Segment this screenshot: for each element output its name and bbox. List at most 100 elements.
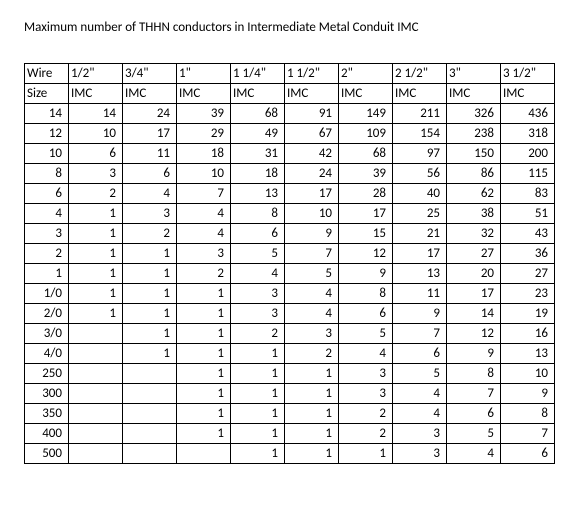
value-cell: 1 <box>177 344 231 364</box>
value-cell: 436 <box>501 104 555 124</box>
value-cell: 3 <box>393 444 447 464</box>
wire-size-cell: 3/0 <box>25 324 69 344</box>
value-cell: 1 <box>285 404 339 424</box>
value-cell: 40 <box>393 184 447 204</box>
value-cell: 211 <box>393 104 447 124</box>
value-cell: 8 <box>501 404 555 424</box>
value-cell: 17 <box>447 284 501 304</box>
value-cell: 5 <box>231 244 285 264</box>
table-body: 1414243968911492113264361210172949671091… <box>25 104 555 464</box>
value-cell: 9 <box>393 304 447 324</box>
value-cell: 9 <box>339 264 393 284</box>
wire-size-cell: 4/0 <box>25 344 69 364</box>
header-imc-1: IMC <box>69 84 123 104</box>
table-row: 3001113479 <box>25 384 555 404</box>
value-cell: 36 <box>501 244 555 264</box>
value-cell: 1 <box>231 384 285 404</box>
value-cell: 1 <box>69 244 123 264</box>
table-row: 836101824395686115 <box>25 164 555 184</box>
value-cell: 68 <box>231 104 285 124</box>
header-size-8: 3" <box>447 64 501 84</box>
value-cell: 1 <box>123 304 177 324</box>
value-cell: 3 <box>123 204 177 224</box>
value-cell: 32 <box>447 224 501 244</box>
value-cell: 17 <box>123 124 177 144</box>
value-cell: 5 <box>393 364 447 384</box>
value-cell: 9 <box>447 344 501 364</box>
header-imc-5: IMC <box>285 84 339 104</box>
header-imc-4: IMC <box>231 84 285 104</box>
table-row: 3501112468 <box>25 404 555 424</box>
value-cell: 4 <box>231 264 285 284</box>
value-cell: 1 <box>177 304 231 324</box>
value-cell: 4 <box>393 384 447 404</box>
value-cell <box>123 384 177 404</box>
value-cell: 4 <box>177 204 231 224</box>
value-cell: 6 <box>231 224 285 244</box>
value-cell: 3 <box>339 384 393 404</box>
value-cell: 6 <box>69 144 123 164</box>
value-cell: 29 <box>177 124 231 144</box>
value-cell: 49 <box>231 124 285 144</box>
table-row: 4001112357 <box>25 424 555 444</box>
table-row: 3/01123571216 <box>25 324 555 344</box>
table-row: 121017294967109154238318 <box>25 124 555 144</box>
value-cell: 13 <box>501 344 555 364</box>
value-cell: 14 <box>447 304 501 324</box>
value-cell: 115 <box>501 164 555 184</box>
value-cell: 1 <box>285 444 339 464</box>
wire-size-cell: 250 <box>25 364 69 384</box>
value-cell: 20 <box>447 264 501 284</box>
value-cell <box>69 344 123 364</box>
header-size-4: 1 1/4" <box>231 64 285 84</box>
value-cell: 1 <box>123 244 177 264</box>
value-cell: 4 <box>123 184 177 204</box>
value-cell: 67 <box>285 124 339 144</box>
value-cell: 4 <box>447 444 501 464</box>
value-cell: 2 <box>69 184 123 204</box>
wire-size-cell: 2 <box>25 244 69 264</box>
value-cell: 10 <box>69 124 123 144</box>
value-cell <box>123 444 177 464</box>
value-cell: 109 <box>339 124 393 144</box>
value-cell: 42 <box>285 144 339 164</box>
value-cell: 1 <box>69 284 123 304</box>
value-cell: 1 <box>285 364 339 384</box>
header-size-1: 1/2" <box>69 64 123 84</box>
value-cell: 1 <box>285 424 339 444</box>
value-cell: 62 <box>447 184 501 204</box>
value-cell: 43 <box>501 224 555 244</box>
value-cell: 1 <box>231 344 285 364</box>
value-cell <box>69 324 123 344</box>
value-cell: 2 <box>231 324 285 344</box>
wire-size-cell: 1 <box>25 264 69 284</box>
wire-size-cell: 14 <box>25 104 69 124</box>
value-cell: 7 <box>177 184 231 204</box>
value-cell: 154 <box>393 124 447 144</box>
value-cell: 326 <box>447 104 501 124</box>
value-cell: 91 <box>285 104 339 124</box>
table-row: 1/0111348111723 <box>25 284 555 304</box>
value-cell: 6 <box>339 304 393 324</box>
value-cell: 2 <box>123 224 177 244</box>
value-cell: 200 <box>501 144 555 164</box>
value-cell: 1 <box>177 364 231 384</box>
value-cell <box>69 364 123 384</box>
header-wire: Wire <box>25 64 69 84</box>
header-imc-8: IMC <box>447 84 501 104</box>
value-cell: 3 <box>231 284 285 304</box>
value-cell: 149 <box>339 104 393 124</box>
header-size-2: 3/4" <box>123 64 177 84</box>
header-imc-9: IMC <box>501 84 555 104</box>
value-cell: 5 <box>285 264 339 284</box>
value-cell: 3 <box>231 304 285 324</box>
value-cell: 1 <box>123 264 177 284</box>
wire-size-cell: 300 <box>25 384 69 404</box>
value-cell: 27 <box>501 264 555 284</box>
value-cell: 1 <box>123 284 177 304</box>
value-cell: 17 <box>285 184 339 204</box>
wire-size-cell: 4 <box>25 204 69 224</box>
value-cell: 14 <box>69 104 123 124</box>
value-cell: 1 <box>177 384 231 404</box>
value-cell <box>123 424 177 444</box>
